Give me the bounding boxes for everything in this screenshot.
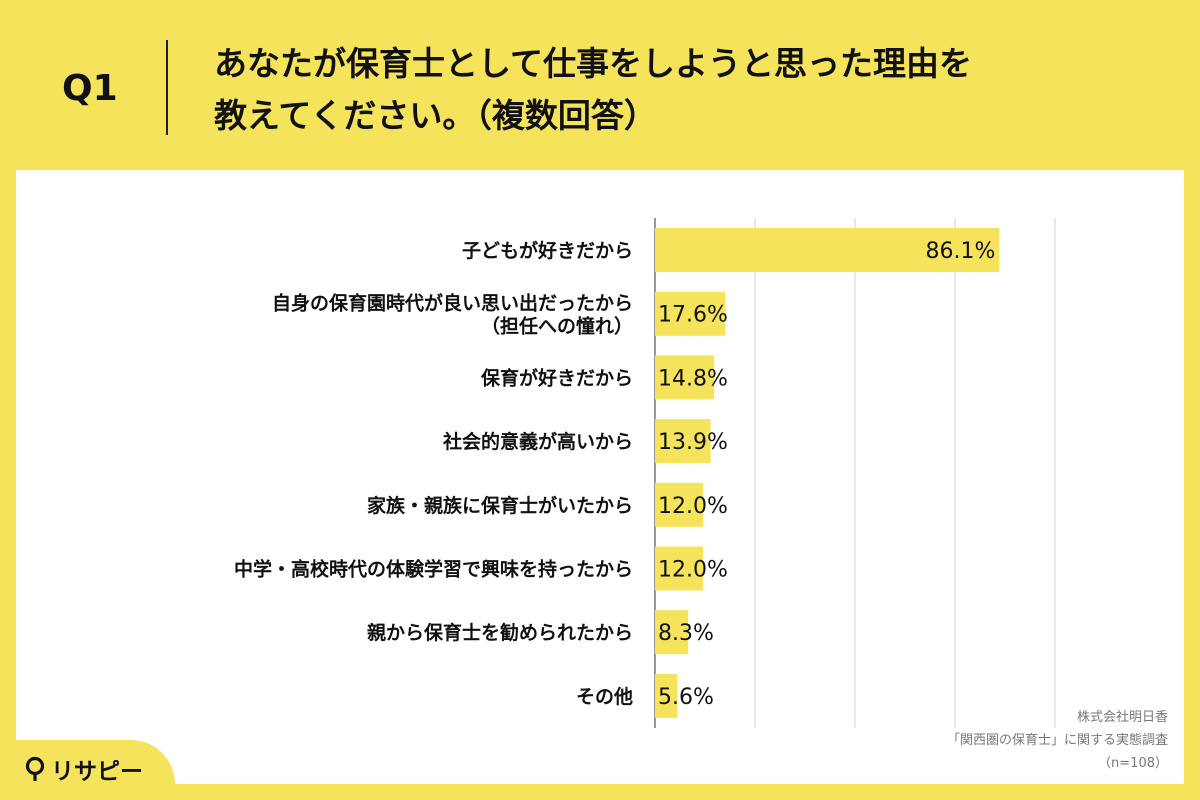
bar [655, 228, 1000, 272]
source-company: 株式会社明日香 [1076, 710, 1168, 725]
data-label: 86.1% [926, 239, 996, 264]
question-label: Q1 [62, 68, 118, 109]
category-label: 家族・親族に保育士がいたから [367, 494, 633, 517]
header: Q1 あなたが保育士として仕事をしようと思った理由を 教えてください。（複数回答… [0, 0, 1200, 170]
chart-panel [16, 170, 1184, 784]
category-label: 自身の保育園時代が良い思い出だったから [272, 292, 633, 315]
bar [655, 546, 703, 591]
bar [655, 482, 703, 527]
header-divider [166, 40, 168, 135]
category-label: 中学・高校時代の体験学習で興味を持ったから [234, 558, 633, 581]
pin-icon [25, 756, 45, 781]
source-note: 株式会社明日香 「関西圏の保育士」に関する実態調査 （n=108） [947, 706, 1168, 775]
category-label: 親から保育士を勧められたから [367, 621, 633, 644]
question-title: あなたが保育士として仕事をしようと思った理由を 教えてください。（複数回答） [214, 38, 1134, 142]
category-label: その他 [576, 685, 633, 708]
source-survey: 「関西圏の保育士」に関する実態調査 [946, 733, 1168, 748]
bar [655, 610, 689, 655]
question-title-line-2: 教えてください。（複数回答） [214, 96, 657, 135]
data-label: 5.6% [658, 685, 714, 710]
brand-name: リサピー [51, 759, 143, 785]
data-label: 12.0% [658, 558, 728, 583]
question-title-line-1: あなたが保育士として仕事をしようと思った理由を [214, 44, 973, 83]
data-label: 13.9% [658, 430, 728, 455]
bar [655, 673, 678, 718]
category-label-sub: （担任への憧れ） [481, 315, 633, 338]
category-label: 保育が好きだから [480, 366, 633, 389]
category-label: 社会的意義が高いから [442, 430, 633, 453]
source-sample-size: （n=108） [1098, 756, 1168, 771]
data-label: 12.0% [658, 494, 728, 519]
category-label: 子どもが好きだから [462, 239, 633, 262]
bar [655, 355, 715, 400]
data-label: 14.8% [658, 366, 728, 391]
bar [655, 291, 726, 336]
data-label: 8.3% [658, 621, 714, 646]
brand-logo: リサピー [24, 752, 143, 786]
data-label: 17.6% [658, 303, 728, 328]
bar [655, 419, 711, 464]
